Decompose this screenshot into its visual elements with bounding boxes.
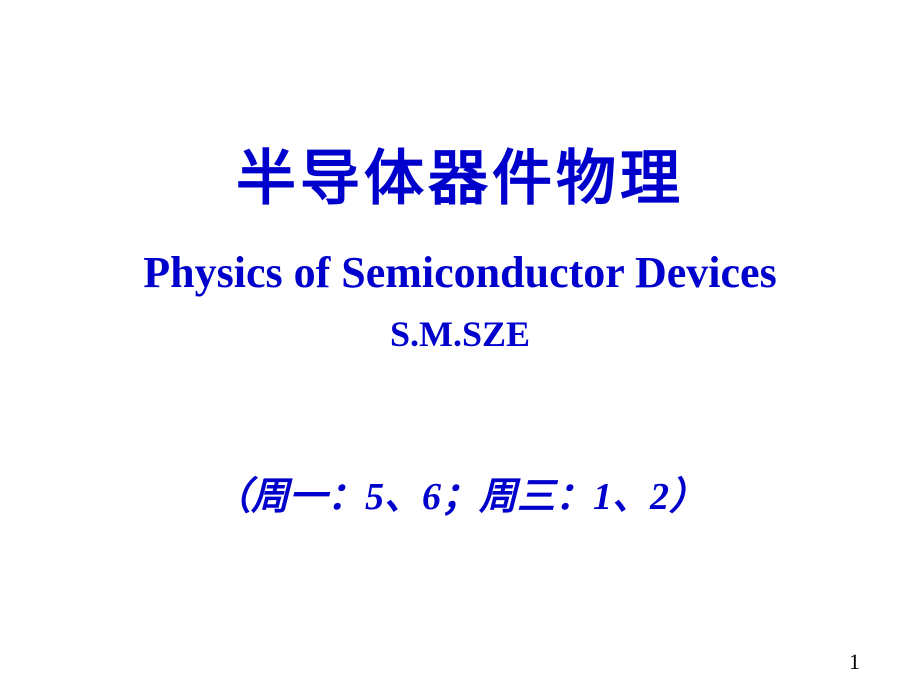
schedule-text: （周一：5、6；周三：1、2）: [213, 465, 707, 520]
title-chinese: 半导体器件物理: [236, 130, 684, 217]
page-number: 1: [849, 649, 860, 675]
author-name: S.M.SZE: [390, 313, 530, 355]
title-english: Physics of Semiconductor Devices: [143, 247, 776, 298]
presentation-slide: 半导体器件物理 Physics of Semiconductor Devices…: [0, 0, 920, 690]
